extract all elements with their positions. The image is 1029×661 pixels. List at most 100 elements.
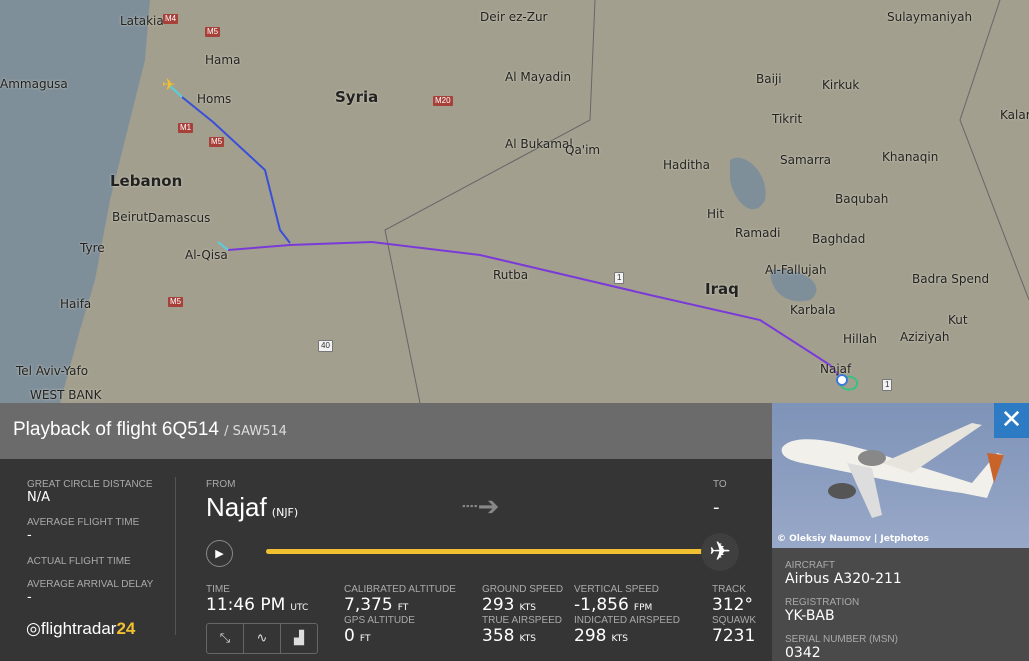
flight-callsign: / SAW514 xyxy=(224,424,287,439)
registration-label: REGISTRATION xyxy=(785,597,860,608)
map-city-label: Ammagusa xyxy=(0,77,68,91)
map-city-label: Homs xyxy=(197,92,232,106)
cal-alt-unit: FT xyxy=(397,603,409,613)
map-country-label: Syria xyxy=(335,88,379,106)
flight-track xyxy=(169,85,183,98)
map-city-label: Qa'im xyxy=(565,143,601,157)
time-label: TIME xyxy=(206,584,230,595)
map-city-label: Haditha xyxy=(663,158,710,172)
playback-progress xyxy=(266,549,716,554)
to-value: - xyxy=(713,497,720,518)
radar-icon: ◎ xyxy=(26,619,41,638)
road-shield-label: M1 xyxy=(178,123,194,133)
map-country-label: Iraq xyxy=(705,280,739,298)
collapse-icon[interactable]: ⤡ xyxy=(207,624,244,653)
map-city-label: Kalar xyxy=(1000,108,1029,122)
stat-label: AVERAGE ARRIVAL DELAY xyxy=(27,579,154,590)
map-city-label: Hama xyxy=(205,53,241,67)
cal-alt-value: 7,375 xyxy=(344,595,393,615)
lake xyxy=(730,157,766,210)
map-city-label: Najaf xyxy=(820,362,852,376)
tas-label: TRUE AIRSPEED xyxy=(482,615,563,626)
road-shield-label: 1 xyxy=(614,272,625,284)
map-city-label: Al-Qisa xyxy=(185,248,228,262)
ias-unit: KTS xyxy=(611,634,628,644)
squawk-value: 7231 xyxy=(712,626,756,646)
aircraft-type-label: AIRCRAFT xyxy=(785,560,835,571)
track-value: 312° xyxy=(712,595,753,615)
stat-value: - xyxy=(27,528,32,543)
gs-value: 293 xyxy=(482,595,515,615)
to-label: TO xyxy=(713,479,727,490)
stat-label: AVERAGE FLIGHT TIME xyxy=(27,517,140,528)
border xyxy=(959,0,1029,301)
tas-unit: KTS xyxy=(519,634,536,644)
gps-alt-unit: FT xyxy=(359,634,371,644)
flight-header: Playback of flight 6Q514 / SAW514 xyxy=(0,403,772,459)
map-city-label: Beirut xyxy=(112,210,149,224)
map-city-label: Al-Fallujah xyxy=(765,263,827,277)
map-city-label: Rutba xyxy=(493,268,529,282)
flight-track xyxy=(181,96,291,244)
aircraft-type: Airbus A320-211 xyxy=(785,571,902,587)
close-button[interactable]: ✕ xyxy=(994,403,1029,438)
route-arrow-icon: ┈➔ xyxy=(462,492,500,522)
flightradar24-logo[interactable]: ◎flightradar24 xyxy=(26,619,136,638)
msn-value: 0342 xyxy=(785,645,821,661)
road-shield-label: M5 xyxy=(205,27,221,37)
ias-value: 298 xyxy=(574,626,607,646)
map-city-label: Aziziyah xyxy=(900,330,950,344)
aircraft-photo[interactable]: © Oleksiy Naumov | Jetphotos ✕ xyxy=(772,403,1029,548)
airport-marker-icon[interactable] xyxy=(836,374,848,386)
road-shield-label: 40 xyxy=(318,340,333,352)
ias-label: INDICATED AIRSPEED xyxy=(574,615,680,626)
road-shield-label: M5 xyxy=(209,137,225,147)
aircraft-icon[interactable]: ✈ xyxy=(162,75,175,94)
track-label: TRACK xyxy=(712,584,746,595)
gps-alt-label: GPS ALTITUDE xyxy=(344,615,415,626)
playback-handle-plane-icon[interactable]: ✈ xyxy=(701,533,739,571)
photo-credit[interactable]: © Oleksiy Naumov | Jetphotos xyxy=(777,534,930,544)
map-city-label: Khanaqin xyxy=(882,150,939,164)
vs-label: VERTICAL SPEED xyxy=(574,584,660,595)
airplane-image xyxy=(781,423,1004,518)
map[interactable]: ✈ Syria Lebanon Iraq Latakia Hama Homs Deir ez… xyxy=(0,0,1029,403)
vs-value: -1,856 xyxy=(574,595,629,615)
map-city-label: Al Mayadin xyxy=(505,70,572,84)
map-city-label: Kirkuk xyxy=(822,78,860,92)
squawk-label: SQUAWK xyxy=(712,615,757,626)
divider xyxy=(175,477,176,635)
route-icon[interactable]: ∿ xyxy=(244,624,281,653)
playback-slider[interactable] xyxy=(266,549,716,554)
map-city-label: Tel Aviv-Yafo xyxy=(16,364,89,378)
from-city[interactable]: Najaf xyxy=(206,492,267,522)
map-city-label: Karbala xyxy=(790,303,836,317)
sea xyxy=(0,0,150,403)
flight-track xyxy=(227,240,846,384)
stat-value: N/A xyxy=(27,490,50,505)
stat-label: ACTUAL FLIGHT TIME xyxy=(27,556,131,567)
time-unit: UTC xyxy=(290,603,309,613)
map-city-label: Latakia xyxy=(120,14,164,28)
map-city-label: Al Bukamal xyxy=(505,137,573,151)
altitude-graph-icon[interactable]: ▟ xyxy=(294,631,304,646)
gs-unit: KTS xyxy=(519,603,536,613)
playback-tools: ⤡ ∿ ▟ xyxy=(206,623,318,654)
stat-value: - xyxy=(27,590,32,605)
lake xyxy=(770,269,817,302)
flight-panel: GREAT CIRCLE DISTANCE N/A AVERAGE FLIGHT… xyxy=(0,459,772,661)
map-city-label: WEST BANK xyxy=(30,388,102,402)
play-button[interactable]: ▶ xyxy=(206,540,233,567)
flight-title: Playback of flight 6Q514 xyxy=(13,419,219,440)
road-shield-label: M4 xyxy=(163,14,179,24)
from-code: (NJF) xyxy=(271,506,299,519)
map-city-label: Haifa xyxy=(60,297,92,311)
border xyxy=(384,0,596,403)
aircraft-panel: © Oleksiy Naumov | Jetphotos ✕ AIRCRAFT … xyxy=(772,403,1029,661)
gs-label: GROUND SPEED xyxy=(482,584,564,595)
time-value: 11:46 PM xyxy=(206,595,286,615)
registration-value: YK-BAB xyxy=(785,608,835,624)
gps-alt-value: 0 xyxy=(344,626,355,646)
tas-value: 358 xyxy=(482,626,515,646)
road-shield-label: M20 xyxy=(433,96,453,106)
